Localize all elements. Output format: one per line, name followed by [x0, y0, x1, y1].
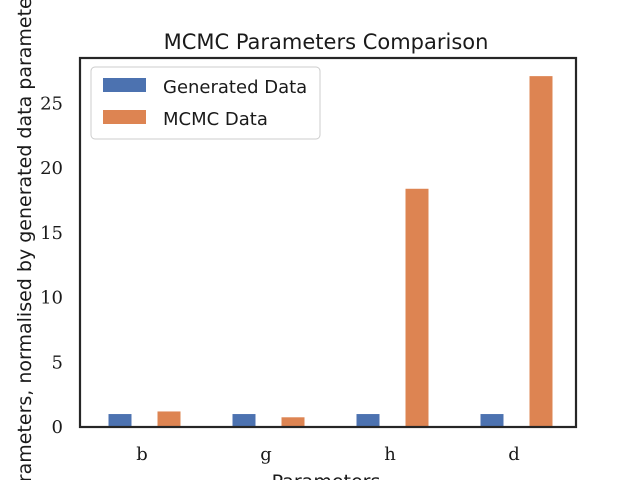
- x-axis-label: Parameters: [272, 471, 381, 480]
- bar-mcmc-b: [157, 411, 181, 427]
- y-tick-label: 10: [40, 288, 63, 309]
- bar-mcmc-d: [529, 76, 553, 427]
- plot-area: [108, 76, 553, 427]
- bar-mcmc-h: [405, 188, 429, 427]
- bar-generated-b: [108, 414, 132, 427]
- x-tick-label: d: [508, 444, 520, 465]
- y-tick-label: 0: [52, 417, 63, 438]
- legend-frame: [90, 66, 321, 140]
- y-axis-label: Parameters, normalised by generated data…: [14, 0, 36, 480]
- legend-label: MCMC Data: [163, 109, 268, 130]
- y-tick-label: 25: [40, 93, 63, 114]
- legend-swatch: [103, 78, 146, 92]
- legend-label: Generated Data: [163, 77, 307, 98]
- bar-generated-d: [480, 414, 504, 427]
- y-axis-ticks: 0 5 10 15 20 25: [40, 93, 63, 438]
- y-tick-label: 15: [40, 223, 63, 244]
- x-tick-label: h: [384, 444, 396, 465]
- x-tick-label: b: [136, 444, 148, 465]
- bar-generated-h: [356, 414, 380, 427]
- plot-frame: [78, 56, 578, 429]
- bar-mcmc-g: [281, 417, 305, 427]
- legend: Generated Data MCMC Data: [90, 66, 321, 140]
- chart-title: MCMC Parameters Comparison: [164, 30, 489, 54]
- x-tick-label: g: [260, 444, 272, 465]
- y-tick-label: 20: [40, 158, 63, 179]
- legend-swatch: [103, 110, 146, 124]
- bar-generated-g: [232, 414, 256, 427]
- y-tick-label: 5: [52, 352, 63, 373]
